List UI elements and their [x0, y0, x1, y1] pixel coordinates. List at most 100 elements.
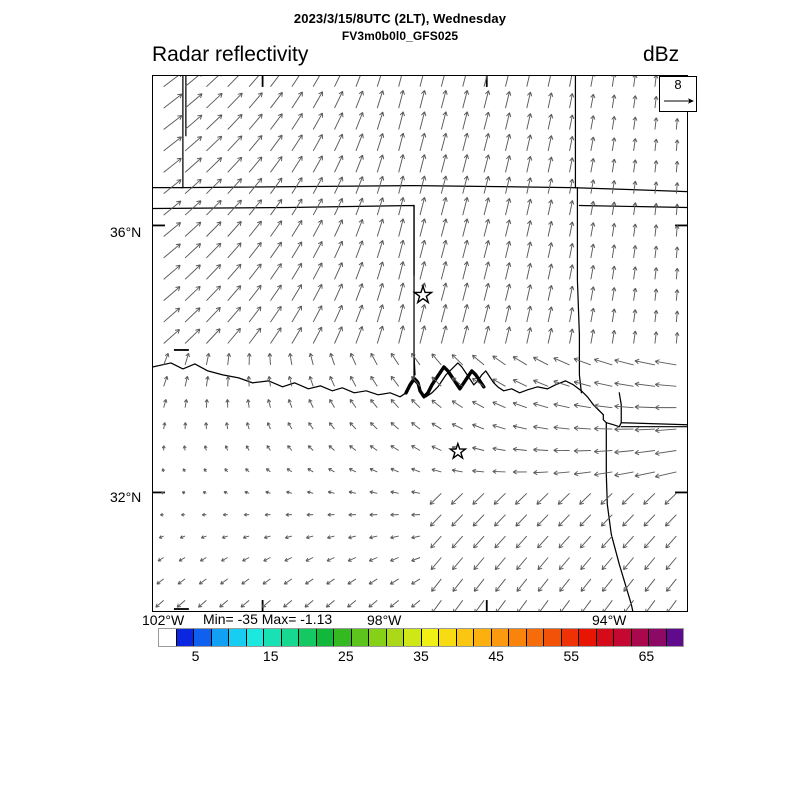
- wind-vector-arrow: [227, 242, 242, 259]
- wind-vector-arrow: [248, 177, 263, 194]
- wind-vector-arrow: [526, 91, 533, 109]
- wind-vector-arrow: [600, 493, 613, 505]
- wind-vector-arrow: [270, 177, 283, 194]
- wind-vector-arrow: [611, 265, 617, 280]
- wind-vector-arrow: [370, 398, 378, 408]
- wind-vector-arrow: [376, 90, 385, 109]
- wind-vector-arrow: [483, 261, 491, 280]
- wind-vector-arrow: [291, 241, 303, 259]
- wind-vector-arrow: [622, 514, 634, 527]
- wind-vector-arrow: [569, 178, 575, 194]
- wind-vector-arrow: [376, 76, 382, 87]
- wind-vector-arrow: [245, 468, 250, 473]
- wind-vector-arrow: [653, 160, 659, 173]
- minmax-annotation: Min= -35 Max= -1.13: [203, 611, 333, 627]
- wind-vector-arrow: [632, 202, 638, 216]
- wind-vector-arrow: [430, 535, 442, 549]
- wind-vector-arrow: [398, 304, 405, 323]
- wind-vector-arrow: [248, 135, 263, 152]
- wind-vector-arrow: [462, 90, 469, 109]
- wind-vector-arrow: [411, 352, 421, 366]
- wind-vector-arrow: [632, 138, 638, 151]
- wind-vector-arrow: [312, 262, 323, 280]
- wind-vector-arrow: [163, 157, 182, 173]
- wind-vector-arrow: [505, 283, 512, 301]
- colorbar-cell: [264, 629, 282, 646]
- wind-vector-arrow: [664, 514, 677, 527]
- wind-vector-arrow: [411, 445, 421, 451]
- wind-vector-arrow: [227, 113, 243, 130]
- wind-vector-arrow: [492, 355, 506, 366]
- wind-vector-arrow: [176, 599, 186, 608]
- colorbar-cell: [281, 629, 299, 646]
- wind-vector-arrow: [623, 578, 634, 592]
- wind-vector-arrow: [547, 327, 554, 344]
- wind-vector-arrow: [644, 557, 656, 571]
- wind-vector-arrow: [163, 375, 169, 387]
- wind-vector-arrow: [611, 180, 617, 194]
- wind-vector-arrow: [419, 304, 427, 323]
- wind-vector-arrow: [334, 76, 341, 87]
- wind-vector-arrow: [355, 197, 364, 216]
- wind-vector-arrow: [622, 557, 634, 571]
- wind-vector-arrow: [602, 600, 613, 611]
- wind-vector-arrow: [334, 90, 344, 109]
- wind-vector-arrow: [390, 467, 399, 473]
- wind-vector-arrow: [291, 91, 303, 109]
- wind-vector-arrow: [419, 111, 427, 130]
- wind-vector-arrow: [312, 91, 324, 109]
- wind-vector-arrow: [248, 327, 262, 344]
- wind-vector-arrow: [227, 135, 243, 152]
- wind-vector-arrow: [270, 305, 282, 323]
- wind-vector-arrow: [183, 422, 188, 430]
- wind-vector-arrow: [634, 358, 656, 366]
- wind-vector-arrow: [514, 493, 528, 505]
- wind-vector-arrow: [483, 218, 491, 237]
- colorbar-cell: [386, 629, 404, 646]
- colorbar-cell: [474, 629, 492, 646]
- wind-vector-arrow: [355, 325, 364, 344]
- wind-vector-arrow: [483, 304, 491, 323]
- wind-vector-arrow: [451, 377, 464, 387]
- wind-vector-arrow: [440, 175, 448, 194]
- wind-vector-arrow: [205, 352, 211, 366]
- wind-vector-arrow: [632, 159, 638, 173]
- wind-vector-arrow: [263, 535, 271, 540]
- wind-vector-arrow: [184, 285, 201, 302]
- wind-vector-arrow: [178, 557, 186, 562]
- wind-vector-arrow: [184, 157, 202, 173]
- wind-vector-arrow: [547, 306, 554, 323]
- wind-vector-arrow: [643, 535, 656, 549]
- wind-vector-arrow: [181, 512, 186, 517]
- colorbar[interactable]: [158, 628, 684, 647]
- wind-vector-arrow: [653, 245, 659, 258]
- wind-vector-arrow: [287, 445, 293, 451]
- wind-vector-arrow: [200, 535, 207, 539]
- colorbar-cell: [246, 629, 264, 646]
- wind-vector-arrow: [248, 113, 263, 130]
- wind-vector-arrow: [179, 535, 186, 539]
- wind-vector-arrow: [512, 469, 527, 475]
- wind-vector-arrow: [419, 132, 427, 152]
- wind-vector-arrow: [411, 599, 421, 608]
- wind-vector-arrow: [355, 240, 364, 259]
- wind-vector-arrow: [308, 422, 314, 430]
- wind-vector-arrow: [569, 157, 575, 173]
- wind-vector-arrow: [505, 240, 512, 259]
- wind-vector-arrow: [674, 332, 680, 344]
- wind-vector-arrow: [184, 76, 202, 88]
- wind-vector-arrow: [553, 379, 570, 387]
- wind-vector-arrow: [206, 178, 222, 194]
- wind-vector-arrow: [440, 239, 448, 259]
- wind-vector-arrow: [305, 557, 314, 562]
- wind-vector-arrow: [483, 197, 491, 216]
- wind-vector-arrow: [558, 514, 570, 527]
- wind-vector-arrow: [206, 285, 222, 301]
- lon-tick-94w: 94°W: [592, 612, 627, 628]
- wind-vector-arrow: [472, 514, 485, 527]
- wind-vector-arrow: [184, 243, 202, 259]
- wind-vector-arrow: [590, 222, 596, 237]
- wind-vector-arrow: [590, 157, 596, 173]
- wind-vector-arrow: [674, 225, 680, 237]
- wind-vector-arrow: [291, 219, 303, 237]
